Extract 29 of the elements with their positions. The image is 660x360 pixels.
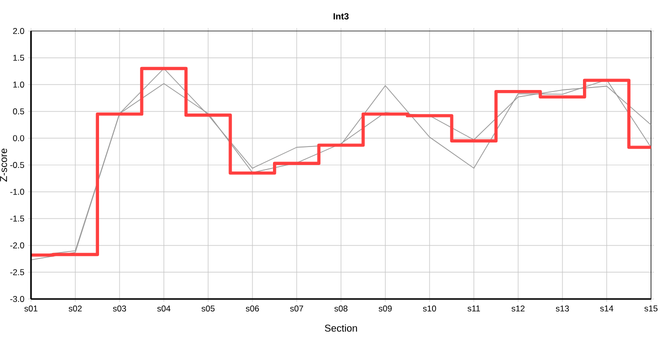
y-tick-label: 1.0	[13, 82, 24, 88]
x-tick-label: s05	[202, 306, 215, 312]
y-axis-title: Z-score	[0, 148, 8, 182]
x-tick-label: s04	[157, 306, 170, 312]
y-tick-label: 0.0	[13, 135, 24, 142]
x-tick-label: s06	[246, 306, 259, 312]
x-tick-label: s14	[600, 306, 614, 312]
y-tick-label: -3.0	[10, 296, 24, 302]
y-tick-label: -1.0	[10, 188, 24, 195]
x-tick-label: s09	[378, 306, 392, 312]
x-tick-label: s13	[556, 306, 569, 312]
x-tick-label: s03	[112, 306, 126, 312]
x-tick-label: s15	[644, 306, 658, 312]
y-tick-label: -2.0	[10, 242, 24, 248]
x-axis-title: Section	[324, 324, 357, 332]
x-tick-label: s11	[468, 306, 480, 312]
y-tick-label: 2.0	[13, 28, 24, 34]
chart-title: Int3	[334, 13, 349, 20]
x-tick-label: s12	[512, 306, 525, 312]
x-tick-label: s07	[290, 306, 304, 312]
y-tick-label: -1.5	[10, 216, 24, 222]
y-tick-label: 1.5	[13, 54, 24, 61]
x-tick-label: s01	[24, 306, 38, 312]
x-tick-label: s10	[422, 306, 436, 312]
y-tick-label: -2.5	[10, 269, 24, 276]
y-tick-label: 0.5	[13, 108, 24, 114]
y-tick-label: -0.5	[10, 162, 24, 168]
x-tick-label: s08	[334, 306, 348, 312]
x-tick-label: s02	[68, 306, 82, 312]
